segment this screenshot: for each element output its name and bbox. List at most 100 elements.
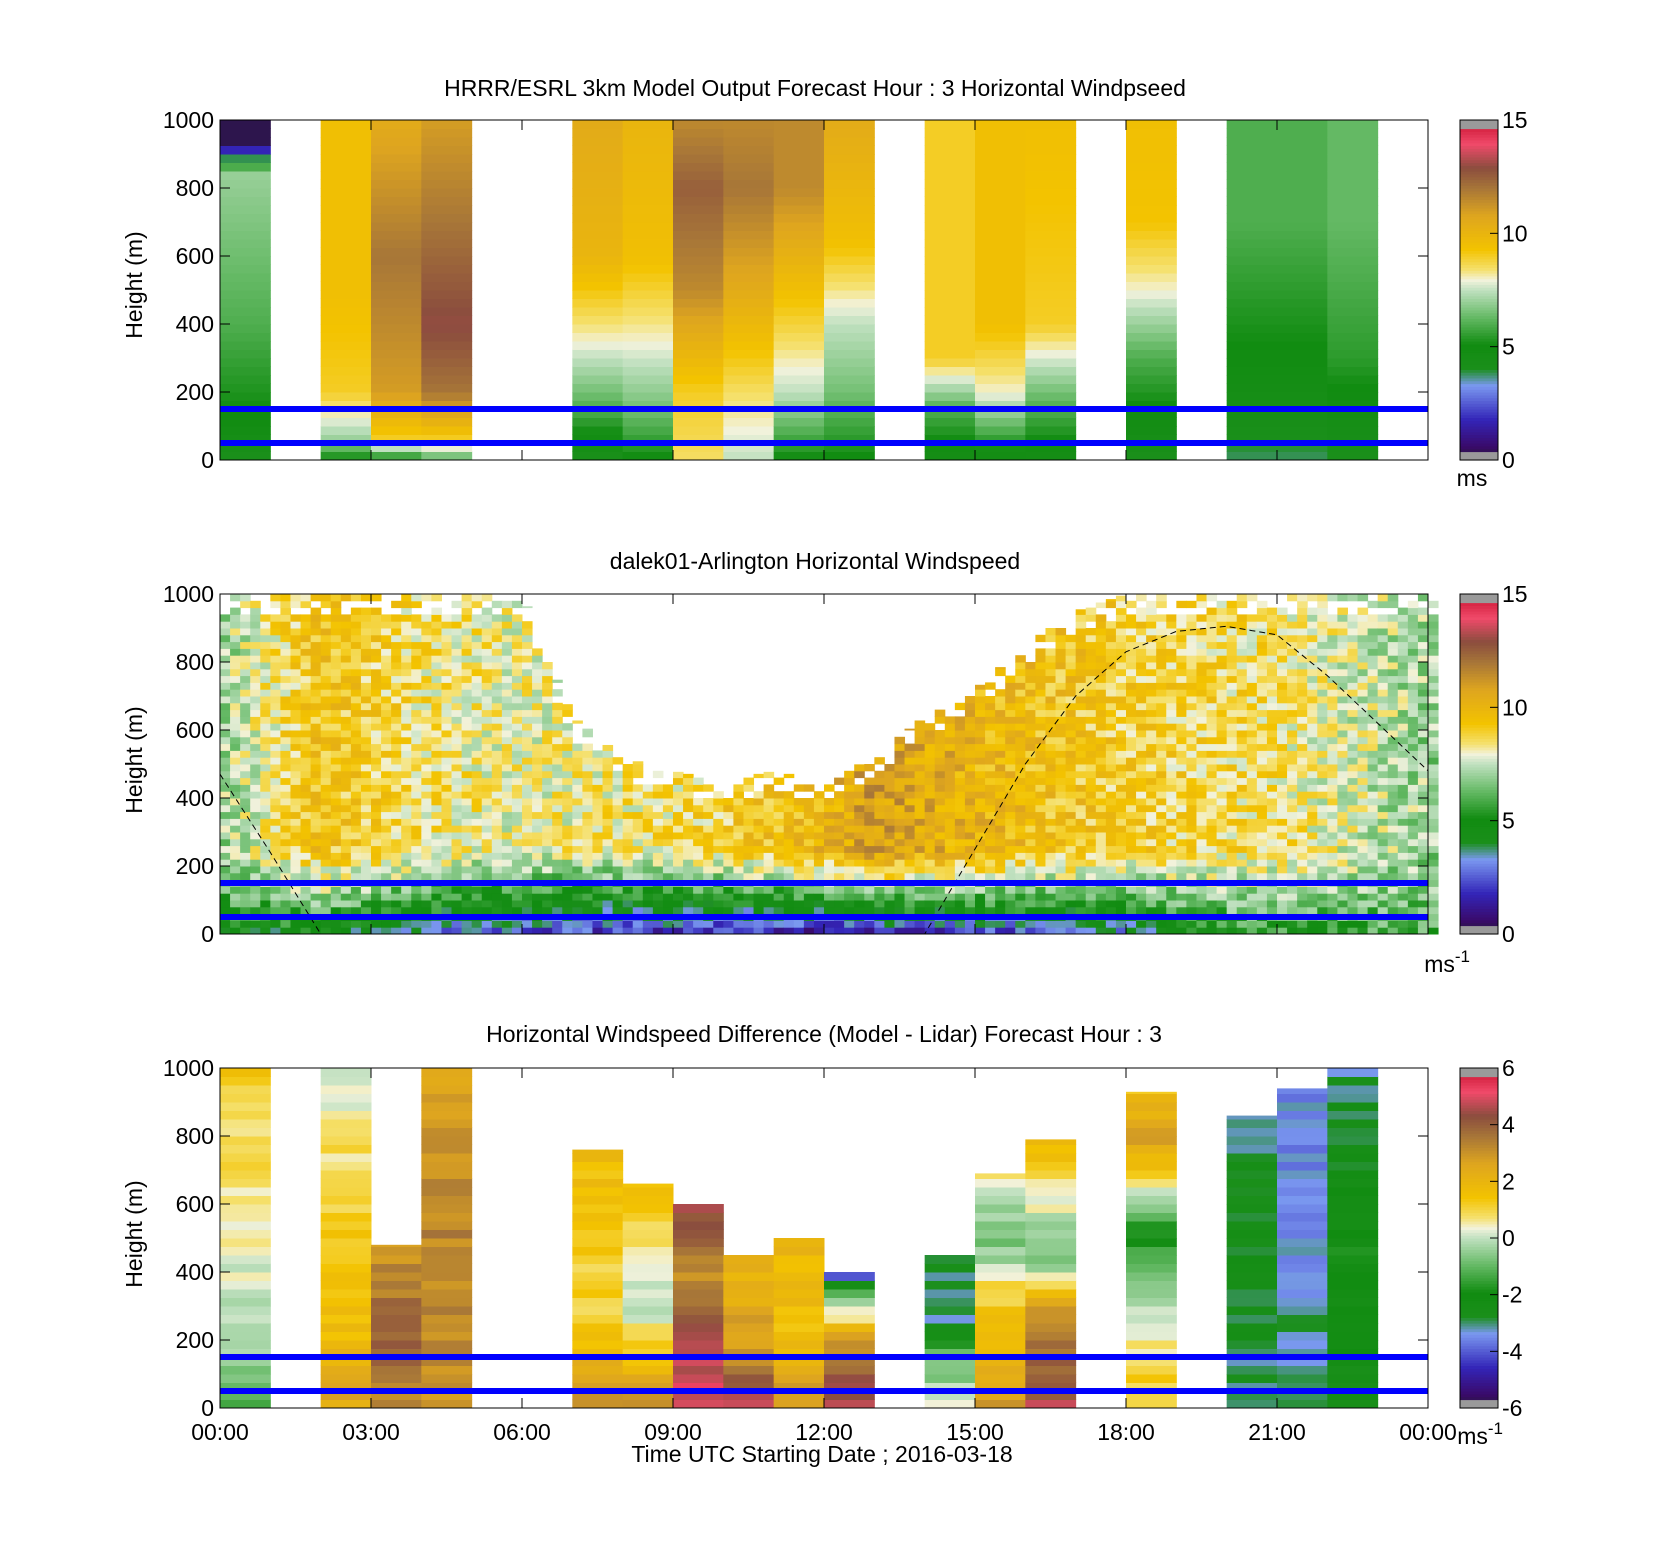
- lidar-heatmap-cell: [1015, 893, 1026, 901]
- lidar-heatmap-cell: [240, 798, 251, 806]
- lidar-heatmap-cell: [360, 770, 372, 779]
- lidar-heatmap-cell: [884, 845, 895, 853]
- lidar-heatmap-cell: [1075, 872, 1087, 881]
- lidar-heatmap-cell: [1266, 607, 1278, 615]
- lidar-heatmap-cell: [975, 838, 986, 847]
- lidar-heatmap-cell: [381, 852, 392, 860]
- lidar-heatmap-cell: [612, 852, 624, 860]
- lidar-heatmap-cell: [1065, 696, 1077, 704]
- lidar-heatmap-cell: [803, 886, 815, 894]
- lidar-heatmap-cell: [1055, 743, 1067, 751]
- lidar-heatmap-cell: [451, 655, 463, 663]
- lidar-heatmap-cell: [280, 757, 291, 765]
- model-colorbar-segment: [1460, 275, 1498, 280]
- lidar-heatmap-cell: [1126, 804, 1137, 813]
- lidar-heatmap-cell: [562, 704, 573, 711]
- lidar-heatmap-cell: [461, 825, 473, 833]
- lidar-heatmap-cell: [1176, 832, 1187, 840]
- lidar-heatmap-cell: [1206, 682, 1218, 690]
- lidar-heatmap-cell: [552, 764, 563, 772]
- lidar-heatmap-cell: [673, 900, 684, 908]
- lidar-heatmap-cell: [783, 866, 795, 874]
- lidar-heatmap-cell: [542, 675, 553, 683]
- lidar-heatmap-cell: [431, 628, 442, 636]
- lidar-heatmap-cell: [1277, 791, 1288, 799]
- lidar-heatmap-cell: [1136, 770, 1147, 779]
- model-heatmap-cell: [773, 256, 825, 265]
- lidar-heatmap-cell: [1005, 920, 1016, 928]
- lidar-heatmap-cell: [673, 852, 684, 860]
- lidar-heatmap-cell: [471, 866, 483, 874]
- lidar-heatmap-cell: [733, 798, 744, 806]
- lidar-heatmap-cell: [501, 825, 513, 833]
- lidar-heatmap-cell: [1065, 757, 1077, 765]
- lidar-heatmap-cell: [1216, 750, 1228, 758]
- lidar-heatmap-cell: [300, 682, 312, 690]
- model-heatmap-cell: [1025, 128, 1077, 138]
- lidar-heatmap-cell: [421, 628, 432, 636]
- lidar-heatmap-cell: [934, 757, 946, 765]
- lidar-heatmap-cell: [451, 600, 463, 609]
- lidar-heatmap-cell: [954, 920, 966, 928]
- lidar-heatmap-cell: [481, 641, 493, 649]
- lidar-heatmap-cell: [894, 893, 906, 901]
- lidar-heatmap-cell: [1196, 628, 1208, 636]
- lidar-heatmap-cell: [532, 709, 543, 717]
- lidar-heatmap-cell: [220, 886, 231, 894]
- lidar-heatmap-cell: [522, 770, 533, 779]
- lidar-heatmap-cell: [230, 764, 241, 772]
- lidar-heatmap-cell: [522, 702, 533, 711]
- lidar-heatmap-cell: [1126, 750, 1137, 758]
- lidar-heatmap-cell: [1206, 784, 1218, 792]
- lidar-heatmap-cell: [250, 804, 261, 813]
- lidar-heatmap-cell: [1277, 736, 1288, 745]
- model-colorbar-segment: [1460, 230, 1498, 234]
- lidar-heatmap-cell: [1236, 791, 1248, 799]
- lidar-heatmap-cell: [270, 770, 281, 779]
- model-heatmap-cell: [1226, 315, 1278, 325]
- lidar-heatmap-cell: [381, 743, 392, 751]
- model-heatmap-cell: [723, 341, 775, 350]
- lidar-heatmap-cell: [300, 798, 312, 806]
- lidar-heatmap-cell: [894, 818, 906, 826]
- lidar-heatmap-cell: [481, 872, 493, 881]
- lidar-heatmap-cell: [330, 696, 342, 704]
- model-heatmap-cell: [1025, 273, 1077, 282]
- lidar-heatmap-cell: [783, 818, 795, 826]
- lidar-heatmap-cell: [1226, 818, 1238, 826]
- lidar-heatmap-cell: [1236, 818, 1248, 826]
- model-heatmap-cell: [924, 409, 976, 418]
- lidar-heatmap-cell: [391, 798, 402, 806]
- model-heatmap-cell: [421, 392, 473, 401]
- lidar-heatmap-cell: [1277, 825, 1288, 833]
- lidar-heatmap-cell: [220, 641, 231, 649]
- lidar-heatmap-cell: [1236, 628, 1248, 636]
- lidar-heatmap-cell: [723, 927, 734, 935]
- lidar-heatmap-cell: [1246, 655, 1258, 663]
- lidar-heatmap-cell: [371, 825, 382, 833]
- lidar-heatmap-cell: [270, 838, 281, 847]
- lidar-heatmap-cell: [874, 798, 885, 806]
- lidar-heatmap-cell: [562, 750, 573, 758]
- lidar-heatmap-cell: [220, 920, 231, 928]
- lidar-heatmap-cell: [1146, 689, 1157, 697]
- model-heatmap-cell: [220, 264, 271, 274]
- model-heatmap-cell: [673, 392, 724, 401]
- lidar-heatmap-cell: [501, 798, 513, 806]
- lidar-heatmap-cell: [562, 730, 573, 738]
- model-heatmap-cell: [1126, 230, 1177, 240]
- lidar-heatmap-cell: [401, 866, 412, 874]
- lidar-heatmap-cell: [1075, 906, 1087, 915]
- lidar-heatmap-cell: [793, 804, 805, 813]
- model-heatmap-cell: [1327, 443, 1379, 452]
- lidar-heatmap-cell: [1105, 886, 1117, 894]
- lidar-heatmap-cell: [1186, 893, 1197, 901]
- model-heatmap-cell: [572, 417, 624, 427]
- lidar-heatmap-cell: [954, 852, 966, 860]
- lidar-heatmap-cell: [360, 832, 372, 840]
- model-heatmap-cell: [723, 264, 775, 274]
- lidar-heatmap-cell: [1045, 662, 1057, 670]
- lidar-heatmap-cell: [1266, 906, 1278, 915]
- lidar-heatmap-cell: [884, 784, 895, 792]
- model-heatmap-cell: [975, 349, 1026, 359]
